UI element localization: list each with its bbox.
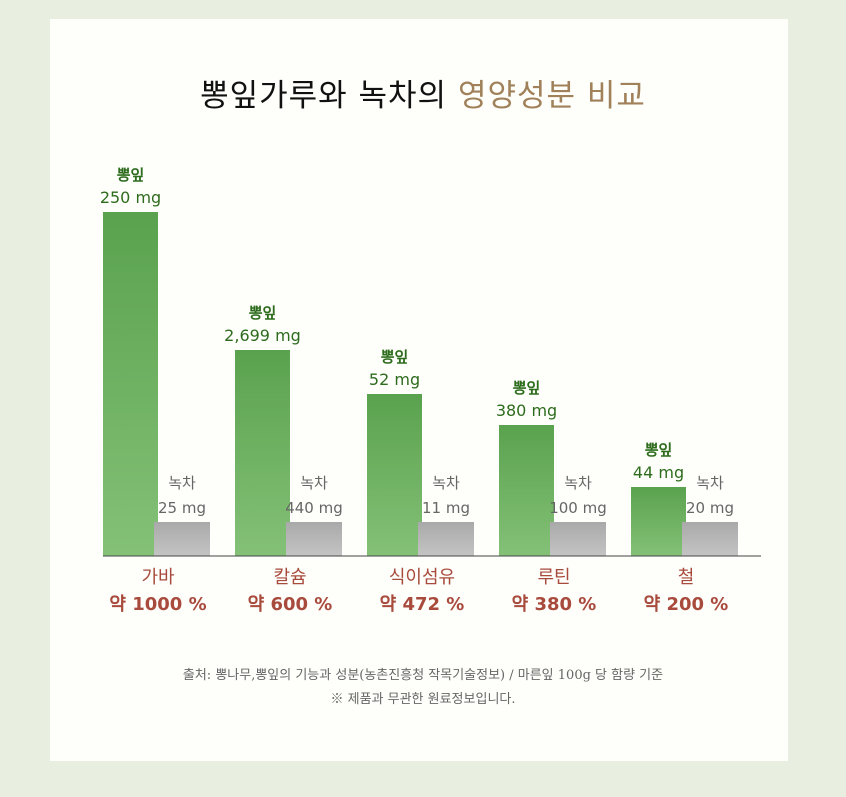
category-label: 루틴	[537, 567, 570, 588]
ratio-label: 약 600 %	[248, 593, 333, 615]
label-greentea-value: 25 mg	[158, 499, 206, 517]
ratio-label: 약 472 %	[380, 593, 465, 615]
ratio-label: 약 200 %	[644, 593, 729, 615]
category-label: 가바	[141, 567, 175, 588]
label-greentea-value: 11 mg	[422, 499, 470, 517]
label-greentea-value: 100 mg	[549, 499, 607, 517]
bar-green-tea	[154, 522, 210, 556]
source-note: 출처: 뽕나무,뽕잎의 기능과 성분(농촌진흥청 작목기술정보) / 마른잎 1…	[0, 664, 846, 712]
category-label: 철	[678, 567, 695, 588]
label-greentea-value: 20 mg	[686, 499, 734, 517]
label-mulberry-value: 380 mg	[496, 401, 557, 420]
bar-green-tea	[286, 522, 342, 556]
label-mulberry-name: 뽕잎	[117, 166, 145, 184]
bar-mulberry	[235, 350, 290, 556]
bar-mulberry	[499, 425, 554, 556]
label-greentea-name: 녹차	[432, 474, 460, 492]
bar-green-tea	[682, 522, 738, 556]
label-mulberry-value: 2,699 mg	[224, 326, 301, 345]
label-greentea-name: 녹차	[300, 474, 328, 492]
bar-mulberry	[103, 212, 158, 556]
label-greentea-name: 녹차	[168, 474, 196, 492]
label-mulberry-name: 뽕잎	[513, 379, 541, 397]
bar-green-tea	[550, 522, 606, 556]
label-mulberry-name: 뽕잎	[249, 304, 277, 322]
category-label: 칼슘	[273, 567, 306, 588]
disclaimer-line: ※ 제품과 무관한 원료정보입니다.	[330, 692, 516, 707]
category-label: 식이섬유	[389, 567, 455, 588]
title-accent: 영양성분 비교	[457, 78, 646, 114]
bar-mulberry	[367, 394, 422, 556]
label-mulberry-name: 뽕잎	[381, 348, 409, 366]
label-mulberry-value: 52 mg	[369, 370, 420, 389]
source-line: 출처: 뽕나무,뽕잎의 기능과 성분(농촌진흥청 작목기술정보) / 마른잎 1…	[182, 668, 664, 683]
bar-mulberry	[631, 487, 686, 556]
label-greentea-name: 녹차	[696, 474, 724, 492]
bar-green-tea	[418, 522, 474, 556]
ratio-label: 약 1000 %	[109, 593, 206, 615]
title-main: 뽕잎가루와 녹차의	[200, 78, 448, 114]
label-greentea-name: 녹차	[564, 474, 592, 492]
ratio-label: 약 380 %	[512, 593, 597, 615]
label-mulberry-value: 44 mg	[633, 463, 684, 482]
label-greentea-value: 440 mg	[285, 499, 343, 517]
content-card	[50, 19, 788, 761]
label-mulberry-value: 250 mg	[100, 188, 161, 207]
label-mulberry-name: 뽕잎	[645, 441, 673, 459]
chart-title: 뽕잎가루와 녹차의 영양성분 비교	[0, 70, 846, 115]
